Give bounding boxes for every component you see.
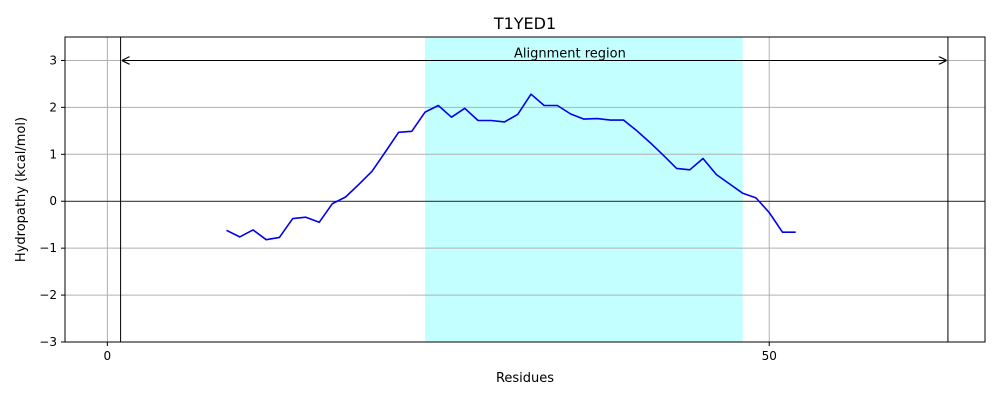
y-tick-label: 3 [49, 53, 57, 67]
x-axis-ticks: 0 50 [104, 342, 777, 363]
series-line-hydropathy [226, 93, 796, 241]
y-tick-label: −2 [39, 288, 57, 302]
y-tick-label: 0 [49, 194, 57, 208]
x-tick-label: 50 [762, 349, 777, 363]
x-tick-label: 0 [104, 349, 112, 363]
axes-frame [64, 36, 986, 343]
y-axis-ticks: −3 −2 −1 0 1 2 3 [39, 53, 65, 349]
y-axis-label: Hydropathy (kcal/mol) [14, 117, 29, 262]
chart-title: T1YED1 [493, 14, 556, 33]
y-tick-label: −1 [39, 241, 57, 255]
y-tick-label: 2 [49, 100, 57, 114]
y-tick-label: 1 [49, 147, 57, 161]
alignment-region-highlight [425, 37, 743, 342]
alignment-region-label: Alignment region [514, 46, 626, 61]
y-tick-label: −3 [39, 335, 57, 349]
x-axis-label: Residues [496, 371, 554, 386]
